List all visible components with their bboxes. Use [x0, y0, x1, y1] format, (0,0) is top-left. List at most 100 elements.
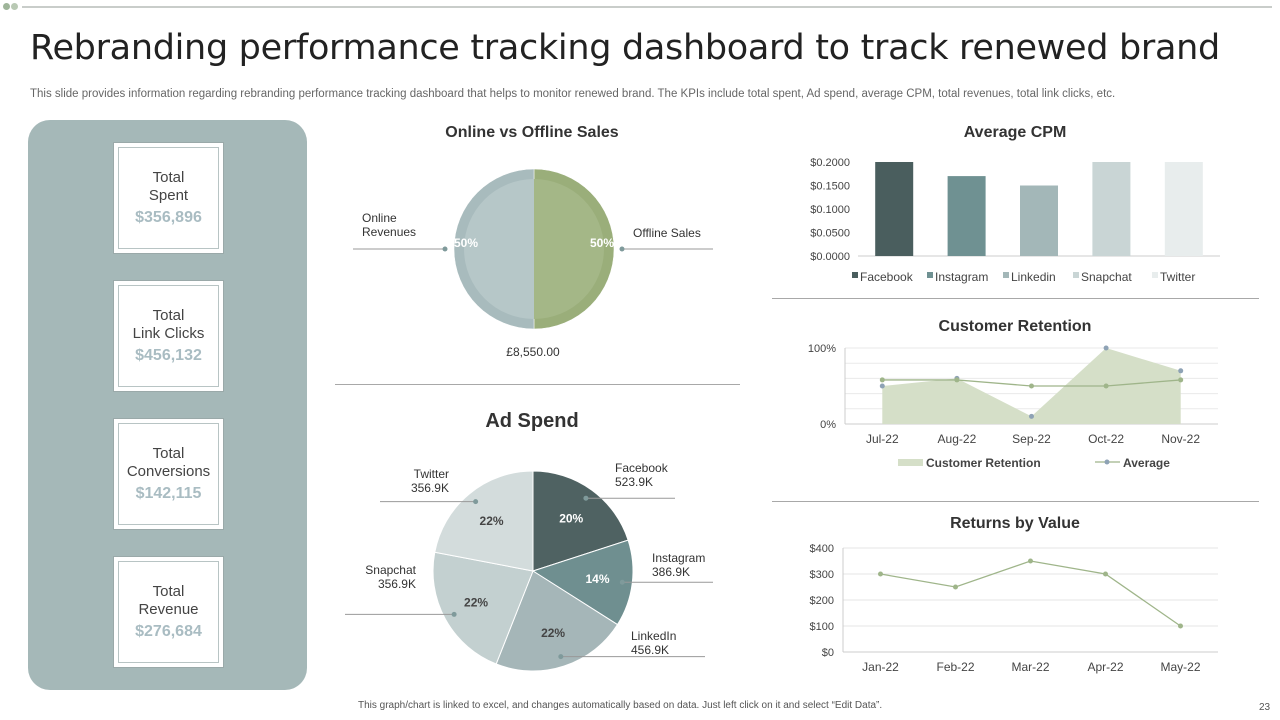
line-point	[954, 377, 960, 383]
leader-dot	[619, 246, 625, 252]
divider	[772, 298, 1259, 299]
line-point	[1103, 383, 1109, 389]
x-tick-label: Apr-22	[1087, 660, 1123, 674]
leader-dot	[442, 246, 448, 252]
pie-category-label: Online Revenues	[362, 211, 416, 239]
pie-category-label: Twitter	[414, 467, 449, 481]
y-tick-label: $0.2000	[810, 157, 850, 169]
legend-label: Snapchat	[1081, 270, 1132, 284]
kpi-value: $456,132	[135, 347, 202, 364]
kpi-value: $356,896	[135, 209, 202, 226]
x-tick-label: Oct-22	[1088, 432, 1124, 446]
legend-swatch	[927, 272, 933, 278]
pie-amount-label: 456.9K	[631, 643, 669, 657]
line-point	[1028, 558, 1033, 564]
legend-label: Instagram	[935, 270, 988, 284]
line-point	[1178, 623, 1183, 629]
legend-label: Average	[1123, 456, 1170, 470]
x-tick-label: Sep-22	[1012, 432, 1051, 446]
page-subtitle: This slide provides information regardin…	[30, 88, 1116, 100]
x-tick-label: Jul-22	[866, 432, 899, 446]
y-tick-label: $0.1500	[810, 181, 850, 193]
kpi-value: $276,684	[135, 623, 202, 640]
x-tick-label: Mar-22	[1011, 660, 1049, 674]
line-point	[878, 571, 883, 577]
pie-data-label: 22%	[480, 514, 504, 528]
pie-amount-label: 356.9K	[411, 481, 449, 495]
kpi-card-total-link-clicks[interactable]: Total Link Clicks $456,132	[113, 280, 224, 392]
kpi-card-total-conversions[interactable]: Total Conversions $142,115	[113, 418, 224, 530]
area-point	[1178, 368, 1184, 374]
area-customer-retention	[882, 348, 1181, 424]
pie-inner-offline	[534, 179, 604, 319]
bar-snapchat	[1092, 162, 1131, 256]
line-point	[953, 584, 958, 590]
y-tick-label: 0%	[820, 419, 836, 431]
line-point	[1029, 383, 1034, 389]
decor-dot	[11, 3, 18, 10]
kpi-label: Total Spent	[148, 169, 189, 204]
area-point	[1029, 413, 1034, 419]
divider	[772, 501, 1259, 502]
legend-swatch	[1003, 272, 1009, 278]
legend-label: Twitter	[1160, 270, 1195, 284]
area-point	[879, 383, 885, 389]
pie-data-label: 50%	[590, 236, 614, 250]
kpi-card-total-spent[interactable]: Total Spent $356,896	[113, 142, 224, 254]
pie-data-label: 20%	[559, 511, 583, 525]
pie-slice-linkedin	[495, 570, 619, 672]
line-point	[1178, 377, 1184, 383]
area-point	[1103, 345, 1109, 351]
y-tick-label: $0	[822, 647, 834, 659]
leader-dot	[558, 654, 564, 660]
page-title: Rebranding performance tracking dashboar…	[30, 28, 1220, 68]
pie-slice-snapchat	[432, 551, 534, 665]
pie-slice-facebook	[532, 470, 629, 572]
legend-swatch	[1104, 459, 1110, 465]
y-tick-label: $0.0500	[810, 228, 850, 240]
pie-amount-label: 386.9K	[652, 565, 690, 579]
average-cpm-title: Average CPM	[963, 124, 1067, 141]
kpi-card-total-revenue[interactable]: Total Revenue $276,684	[113, 556, 224, 668]
pie-data-label: 22%	[541, 626, 565, 640]
leader-dot	[619, 579, 625, 585]
customer-retention-title: Customer Retention	[938, 318, 1092, 335]
legend-label: Customer Retention	[926, 456, 1041, 470]
legend-swatch	[1152, 272, 1158, 278]
line-returns	[880, 560, 1181, 627]
top-rule	[22, 6, 1272, 8]
pie-inner-online	[464, 179, 534, 319]
pie-category-label: Facebook	[615, 461, 669, 475]
x-tick-label: May-22	[1160, 660, 1200, 674]
pie-amount-label: 523.9K	[615, 475, 653, 489]
kpi-label: Total Revenue	[138, 583, 199, 618]
leader-dot	[583, 495, 589, 501]
bar-facebook	[875, 162, 914, 256]
kpi-label: Total Conversions	[126, 445, 211, 480]
x-tick-label: Nov-22	[1161, 432, 1200, 446]
y-tick-label: $300	[810, 569, 834, 581]
y-tick-label: $100	[810, 621, 834, 633]
x-tick-label: Jan-22	[862, 660, 899, 674]
online-offline-title: Online vs Offline Sales	[445, 124, 619, 141]
x-tick-label: Aug-22	[938, 432, 977, 446]
pie-data-label: 14%	[585, 572, 609, 586]
pie-data-label: 22%	[464, 595, 488, 609]
leader-dot	[473, 499, 479, 505]
legend-label: Facebook	[860, 270, 914, 284]
ad-spend-title: Ad Spend	[485, 410, 579, 432]
kpi-panel: Total Spent $356,896 Total Link Clicks $…	[28, 120, 307, 690]
pie-slice-instagram	[531, 539, 634, 626]
kpi-label: Total Link Clicks	[132, 307, 205, 342]
pie-category-label: LinkedIn	[631, 629, 676, 643]
page-number: 23	[1259, 702, 1271, 713]
bar-instagram	[947, 176, 986, 256]
y-tick-label: 100%	[808, 343, 836, 355]
pie-category-label: Offline Sales	[633, 226, 701, 240]
y-tick-label: $0.0000	[810, 251, 850, 263]
